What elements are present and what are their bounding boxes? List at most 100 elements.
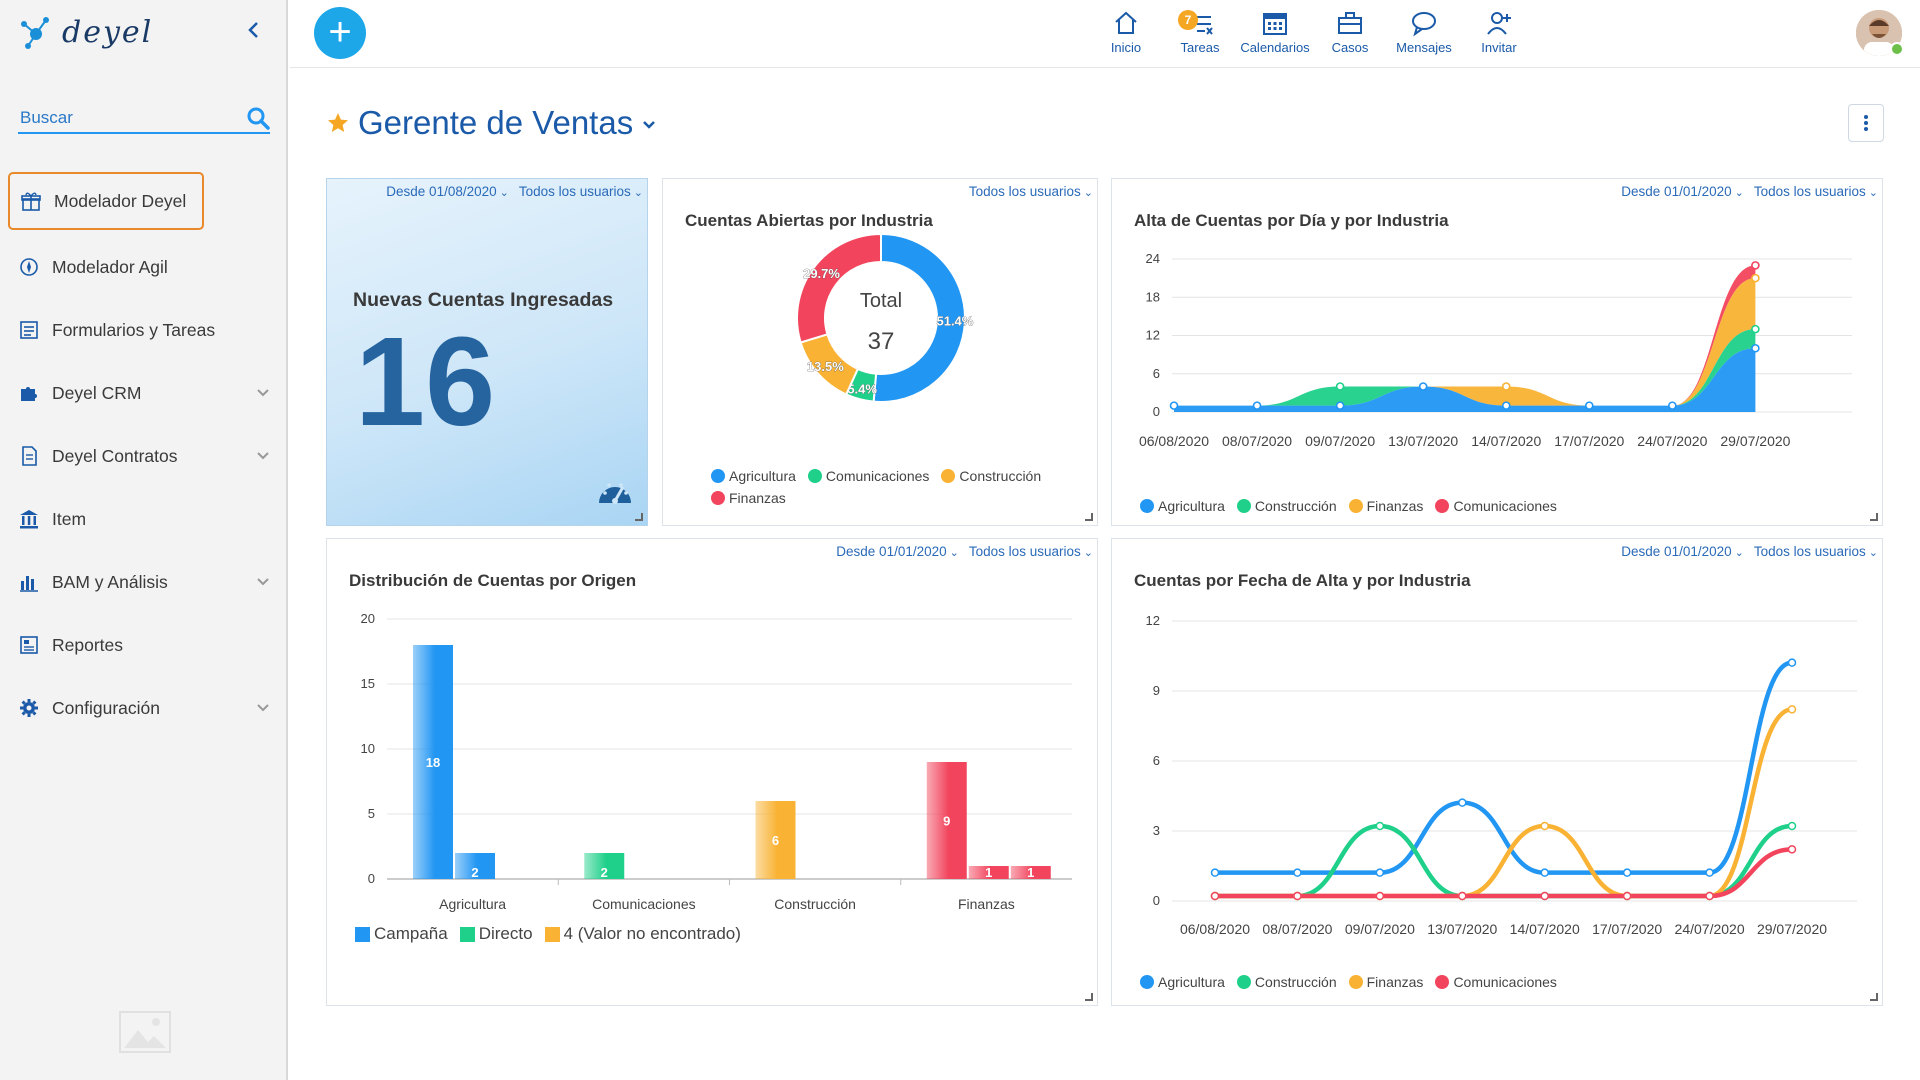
- line-point[interactable]: [1293, 891, 1302, 901]
- sidebar-item-modelador-deyel[interactable]: Modelador Deyel: [8, 172, 204, 230]
- create-new-button[interactable]: +: [314, 7, 366, 59]
- legend-item[interactable]: Finanzas: [1348, 495, 1423, 517]
- sidebar-item-bam-y-analisis[interactable]: BAM y Análisis: [8, 553, 280, 611]
- area-point[interactable]: [1751, 343, 1760, 353]
- resize-handle[interactable]: [1870, 993, 1878, 1001]
- topnav-inicio[interactable]: Inicio: [1090, 8, 1162, 55]
- area-point[interactable]: [1751, 273, 1760, 283]
- resize-handle[interactable]: [1870, 513, 1878, 521]
- line-point[interactable]: [1375, 868, 1385, 877]
- topnav-casos[interactable]: Casos: [1314, 8, 1386, 55]
- area-point[interactable]: [1584, 401, 1594, 410]
- filter-users[interactable]: Todos los usuarios: [1754, 544, 1878, 559]
- area-point[interactable]: [1501, 382, 1511, 391]
- line-point[interactable]: [1210, 891, 1220, 901]
- legend-item[interactable]: Agricultura: [1140, 971, 1225, 993]
- line-point[interactable]: [1210, 868, 1220, 877]
- search-icon[interactable]: [246, 106, 270, 130]
- topnav-invitar[interactable]: Invitar: [1463, 8, 1535, 55]
- search-input[interactable]: [18, 104, 238, 132]
- sidebar-item-deyel-crm[interactable]: Deyel CRM: [8, 364, 280, 422]
- bar-finanzas[interactable]: [968, 866, 1009, 879]
- gauge-icon[interactable]: [595, 473, 635, 509]
- area-agricultura[interactable]: [1174, 348, 1756, 412]
- bar-finanzas[interactable]: [1010, 866, 1051, 879]
- chevron-down-icon[interactable]: [256, 699, 270, 713]
- legend-item[interactable]: Construcción: [1236, 971, 1337, 993]
- collapse-sidebar-button[interactable]: [244, 20, 264, 44]
- line-point[interactable]: [1540, 868, 1549, 877]
- line-point[interactable]: [1705, 891, 1714, 901]
- line-agricultura[interactable]: [1212, 660, 1795, 875]
- filter-users[interactable]: Todos los usuarios: [519, 184, 643, 199]
- legend-item[interactable]: Comunicaciones: [1435, 971, 1557, 993]
- resize-handle[interactable]: [1085, 993, 1093, 1001]
- topnav-tareas[interactable]: Tareas 7: [1164, 8, 1236, 55]
- filter-date[interactable]: Desde 01/08/2020: [386, 184, 509, 199]
- bar-agricultura[interactable]: [455, 853, 495, 879]
- chevron-down-icon[interactable]: [641, 117, 657, 133]
- topnav-calendarios[interactable]: Calendarios: [1239, 8, 1311, 55]
- resize-handle[interactable]: [635, 513, 643, 521]
- legend-item[interactable]: Agricultura: [711, 465, 796, 487]
- line-point[interactable]: [1787, 845, 1797, 854]
- area-point[interactable]: [1252, 401, 1262, 410]
- legend-item[interactable]: Construcción: [1236, 495, 1337, 517]
- line-point[interactable]: [1787, 705, 1797, 714]
- line-point[interactable]: [1458, 798, 1467, 807]
- line-point[interactable]: [1293, 868, 1302, 877]
- legend-item[interactable]: Finanzas: [711, 487, 786, 509]
- page-title[interactable]: Gerente de Ventas: [358, 104, 634, 141]
- filter-date[interactable]: Desde 01/01/2020: [1621, 184, 1744, 199]
- chevron-down-icon[interactable]: [256, 447, 270, 461]
- chevron-down-icon[interactable]: [256, 573, 270, 587]
- legend-item[interactable]: Directo: [459, 923, 533, 945]
- sidebar-item-configuracion[interactable]: Configuración: [8, 679, 280, 737]
- topnav-mensajes[interactable]: Mensajes: [1388, 8, 1460, 55]
- legend-item[interactable]: Construcción: [941, 465, 1041, 487]
- donut-slice-finanzas[interactable]: [796, 232, 882, 344]
- bar-finanzas[interactable]: [926, 762, 967, 879]
- legend-item[interactable]: Comunicaciones: [807, 465, 929, 487]
- favorite-star-icon[interactable]: [326, 111, 350, 135]
- bar-agricultura[interactable]: [413, 645, 453, 879]
- filter-users[interactable]: Todos los usuarios: [1754, 184, 1878, 199]
- resize-handle[interactable]: [1085, 513, 1093, 521]
- line-point[interactable]: [1540, 891, 1549, 901]
- filter-users[interactable]: Todos los usuarios: [969, 184, 1093, 199]
- legend-item[interactable]: Finanzas: [1348, 971, 1423, 993]
- area-point[interactable]: [1335, 382, 1345, 391]
- sidebar-item-reportes[interactable]: Reportes: [8, 616, 280, 674]
- page-options-button[interactable]: [1848, 104, 1884, 142]
- bar-construccion[interactable]: [755, 801, 796, 879]
- area-point[interactable]: [1751, 324, 1760, 334]
- line-point[interactable]: [1622, 891, 1632, 901]
- donut-slice-agricultura[interactable]: [872, 232, 966, 403]
- area-point[interactable]: [1169, 401, 1179, 410]
- filter-users[interactable]: Todos los usuarios: [969, 544, 1093, 559]
- filter-date[interactable]: Desde 01/01/2020: [1621, 544, 1744, 559]
- area-point[interactable]: [1751, 261, 1760, 270]
- line-point[interactable]: [1458, 891, 1467, 901]
- deyel-logo[interactable]: deyel: [16, 10, 153, 54]
- sidebar-item-deyel-contratos[interactable]: Deyel Contratos: [8, 427, 280, 485]
- area-point[interactable]: [1335, 401, 1345, 410]
- line-point[interactable]: [1622, 868, 1632, 877]
- line-point[interactable]: [1375, 821, 1385, 831]
- sidebar-item-formularios-y-tareas[interactable]: Formularios y Tareas: [8, 301, 280, 359]
- line-point[interactable]: [1705, 868, 1714, 877]
- area-point[interactable]: [1501, 401, 1511, 410]
- sidebar-item-modelador-agil[interactable]: Modelador Agil: [8, 238, 280, 296]
- area-finanzas[interactable]: [1174, 278, 1756, 406]
- line-point[interactable]: [1787, 821, 1797, 831]
- area-point[interactable]: [1668, 401, 1677, 410]
- line-finanzas[interactable]: [1212, 707, 1795, 899]
- avatar[interactable]: [1856, 10, 1902, 56]
- area-point[interactable]: [1418, 382, 1428, 391]
- legend-item[interactable]: 4 (Valor no encontrado): [544, 923, 741, 945]
- filter-date[interactable]: Desde 01/01/2020: [836, 544, 959, 559]
- line-point[interactable]: [1787, 658, 1797, 667]
- sidebar-item-item[interactable]: Item: [8, 490, 280, 548]
- legend-item[interactable]: Agricultura: [1140, 495, 1225, 517]
- bar-comunicaciones[interactable]: [584, 853, 625, 879]
